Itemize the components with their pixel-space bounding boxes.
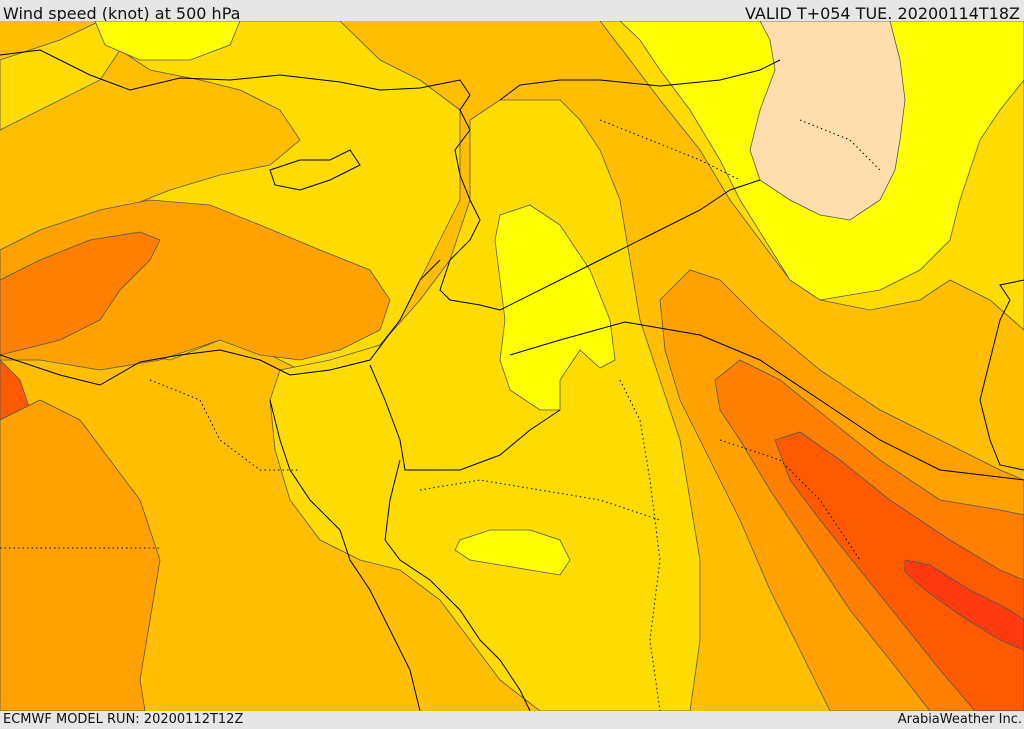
header-bar: Wind speed (knot) at 500 hPa VALID T+054… [0,0,1024,23]
coastline-cyprus [269,149,361,191]
map-title: Wind speed (knot) at 500 hPa [3,4,241,23]
border-jordan-saudi [509,321,1024,481]
contour-band-red-east [904,559,1024,651]
coastline-mediterranean-south [0,259,441,386]
dotted-boundary-6 [719,439,861,561]
dotted-boundary-3 [419,479,661,521]
border-sinai [369,364,561,471]
model-run: ECMWF MODEL RUN: 20200112T12Z [3,712,244,727]
coastline-red-sea-east [384,459,531,711]
contour-band-dark-orange-west [0,231,161,356]
contour-band-light-yellow-saudi [454,529,571,576]
credit-text: ArabiaWeather Inc. [897,712,1022,727]
wind-speed-map [0,21,1024,711]
contour-band-light-yellow-nw [94,21,241,61]
contour-band-red-orange-east [774,431,1024,711]
dotted-boundary-5 [619,379,661,711]
contour-band-yellow-nw [0,21,121,131]
caspian-sea-area [749,21,906,221]
coastline-red-sea [269,399,421,711]
contour-band-orange-south [0,399,161,711]
contour-band-light-yellow-jordan [494,204,616,411]
coastline-persian-gulf [979,279,1024,471]
footer-bar: ECMWF MODEL RUN: 20200112T12Z ArabiaWeat… [0,711,1024,729]
border-iraq-saudi [499,179,761,311]
coastline-north-turkey [0,49,501,311]
dotted-boundary-7 [799,119,881,171]
valid-time: VALID T+054 TUE. 20200114T18Z [744,4,1020,23]
border-caspian [499,59,781,101]
